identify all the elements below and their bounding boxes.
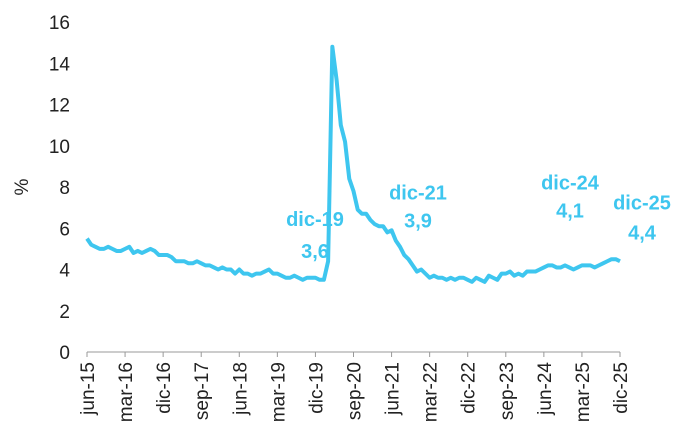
y-tick-label: 2	[59, 302, 70, 323]
x-tick-label: mar-16	[116, 362, 137, 422]
annotation-value: 4,1	[556, 200, 584, 222]
x-tick-label: mar-22	[421, 362, 442, 422]
annotation-label: dic-21	[389, 183, 447, 205]
y-tick-label: 6	[59, 219, 70, 240]
data-line	[85, 44, 621, 284]
x-tick-label: dic-16	[154, 362, 175, 414]
y-tick-label: 4	[59, 261, 70, 282]
x-tick-label: jun-24	[535, 362, 556, 416]
y-tick-label: 12	[49, 96, 70, 117]
annotation-value: 3,9	[404, 211, 432, 233]
y-tick-label: 14	[49, 54, 71, 75]
x-tick-label: jun-21	[383, 362, 404, 416]
x-tick-label: dic-25	[611, 362, 632, 414]
x-tick-label: dic-22	[459, 362, 480, 414]
x-tick-label: mar-25	[573, 362, 594, 422]
annotation-value: 3,6	[301, 241, 329, 263]
x-tick-label: jun-18	[230, 362, 251, 416]
y-tick-label: 16	[49, 13, 70, 34]
annotation-label: dic-24	[541, 172, 600, 194]
annotation-value: 4,4	[628, 222, 657, 244]
y-tick-label: 8	[59, 178, 70, 199]
annotation-label: dic-19	[286, 209, 344, 231]
x-tick-label: sep-17	[192, 362, 213, 420]
x-tick-label: sep-23	[497, 362, 518, 420]
x-tick-label: mar-19	[268, 362, 289, 422]
y-axis-label: %	[12, 178, 33, 195]
x-tick-label: sep-20	[345, 362, 366, 420]
y-tick-label: 10	[49, 137, 70, 158]
annotation-label: dic-25	[613, 192, 671, 214]
x-tick-label: jun-15	[78, 362, 99, 416]
y-tick-label: 0	[59, 343, 70, 364]
x-tick-label: dic-19	[306, 362, 327, 414]
